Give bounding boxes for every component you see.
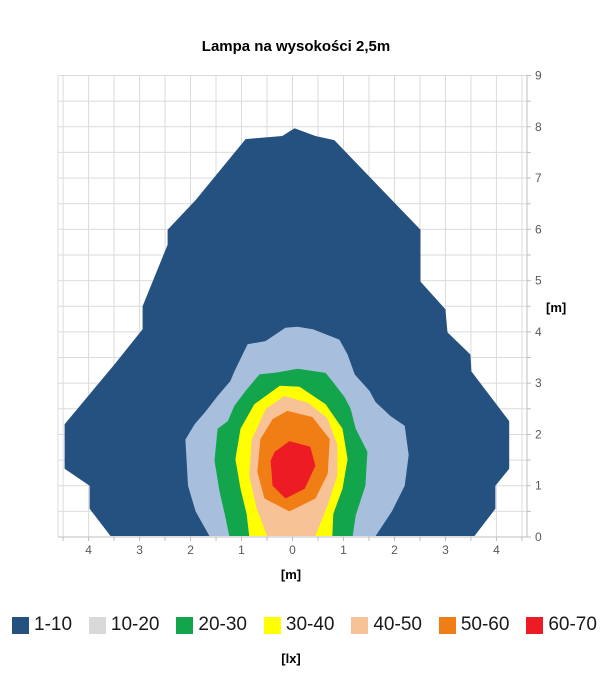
x-tick-label: 4 [493,543,500,557]
contour-band-60-70 [270,441,316,499]
x-tick-label: 4 [85,543,92,557]
legend-swatch-icon [176,616,194,634]
x-tick-label: 1 [340,543,347,557]
x-tick-label: 2 [187,543,194,557]
y-tick-label: 7 [535,171,542,185]
y-tick-label: 8 [535,120,542,134]
legend-swatch-icon [351,616,369,634]
y-tick-label: 2 [535,427,542,441]
legend-swatch-icon [88,616,106,634]
y-axis-unit-label: [m] [546,300,567,315]
legend-item: 30-40 [263,614,335,636]
legend-label: 1-10 [34,614,73,635]
x-axis-unit-label: [m] [280,567,302,582]
y-tick-label: 9 [535,69,542,83]
legend-item: 20-30 [176,614,247,636]
y-tick-label: 3 [535,376,542,390]
x-tick-label: 3 [136,543,143,557]
legend-label: 60-70 [548,614,597,635]
legend-label: 10-20 [110,614,160,635]
legend: 1-10 10-20 20-30 30-40 40-50 50-60 60-70 [12,613,597,637]
x-tick-label: 3 [442,543,449,557]
legend-item: 50-60 [438,614,510,636]
legend-swatch-icon [12,616,29,634]
y-tick-label: 4 [535,325,542,339]
legend-swatch-icon [438,616,456,634]
y-tick-label: 1 [535,479,542,493]
legend-item: 60-70 [526,614,597,636]
y-tick-label: 6 [535,222,542,236]
x-tick-label: 2 [391,543,398,557]
x-tick-label: 0 [289,543,296,557]
legend-swatch-icon [526,616,544,634]
legend-item: 10-20 [88,614,160,636]
x-tick-label: 1 [238,543,245,557]
legend-label: 30-40 [285,614,335,635]
legend-item: 1-10 [12,614,72,636]
legend-label: 50-60 [460,614,510,635]
legend-swatch-icon [263,616,281,634]
legend-item: 40-50 [351,614,422,636]
y-tick-label: 5 [535,274,542,288]
y-tick-label: 0 [535,530,542,544]
legend-label: 20-30 [198,614,247,635]
chart-title: Lampa na wysokości 2,5m [201,38,391,55]
isolux-plot: 4 3 2 1 0 1 2 3 4 0 1 2 3 4 5 6 7 8 9 [57,69,542,557]
legend-unit-label: [lx] [281,651,301,666]
legend-label: 40-50 [373,614,422,635]
